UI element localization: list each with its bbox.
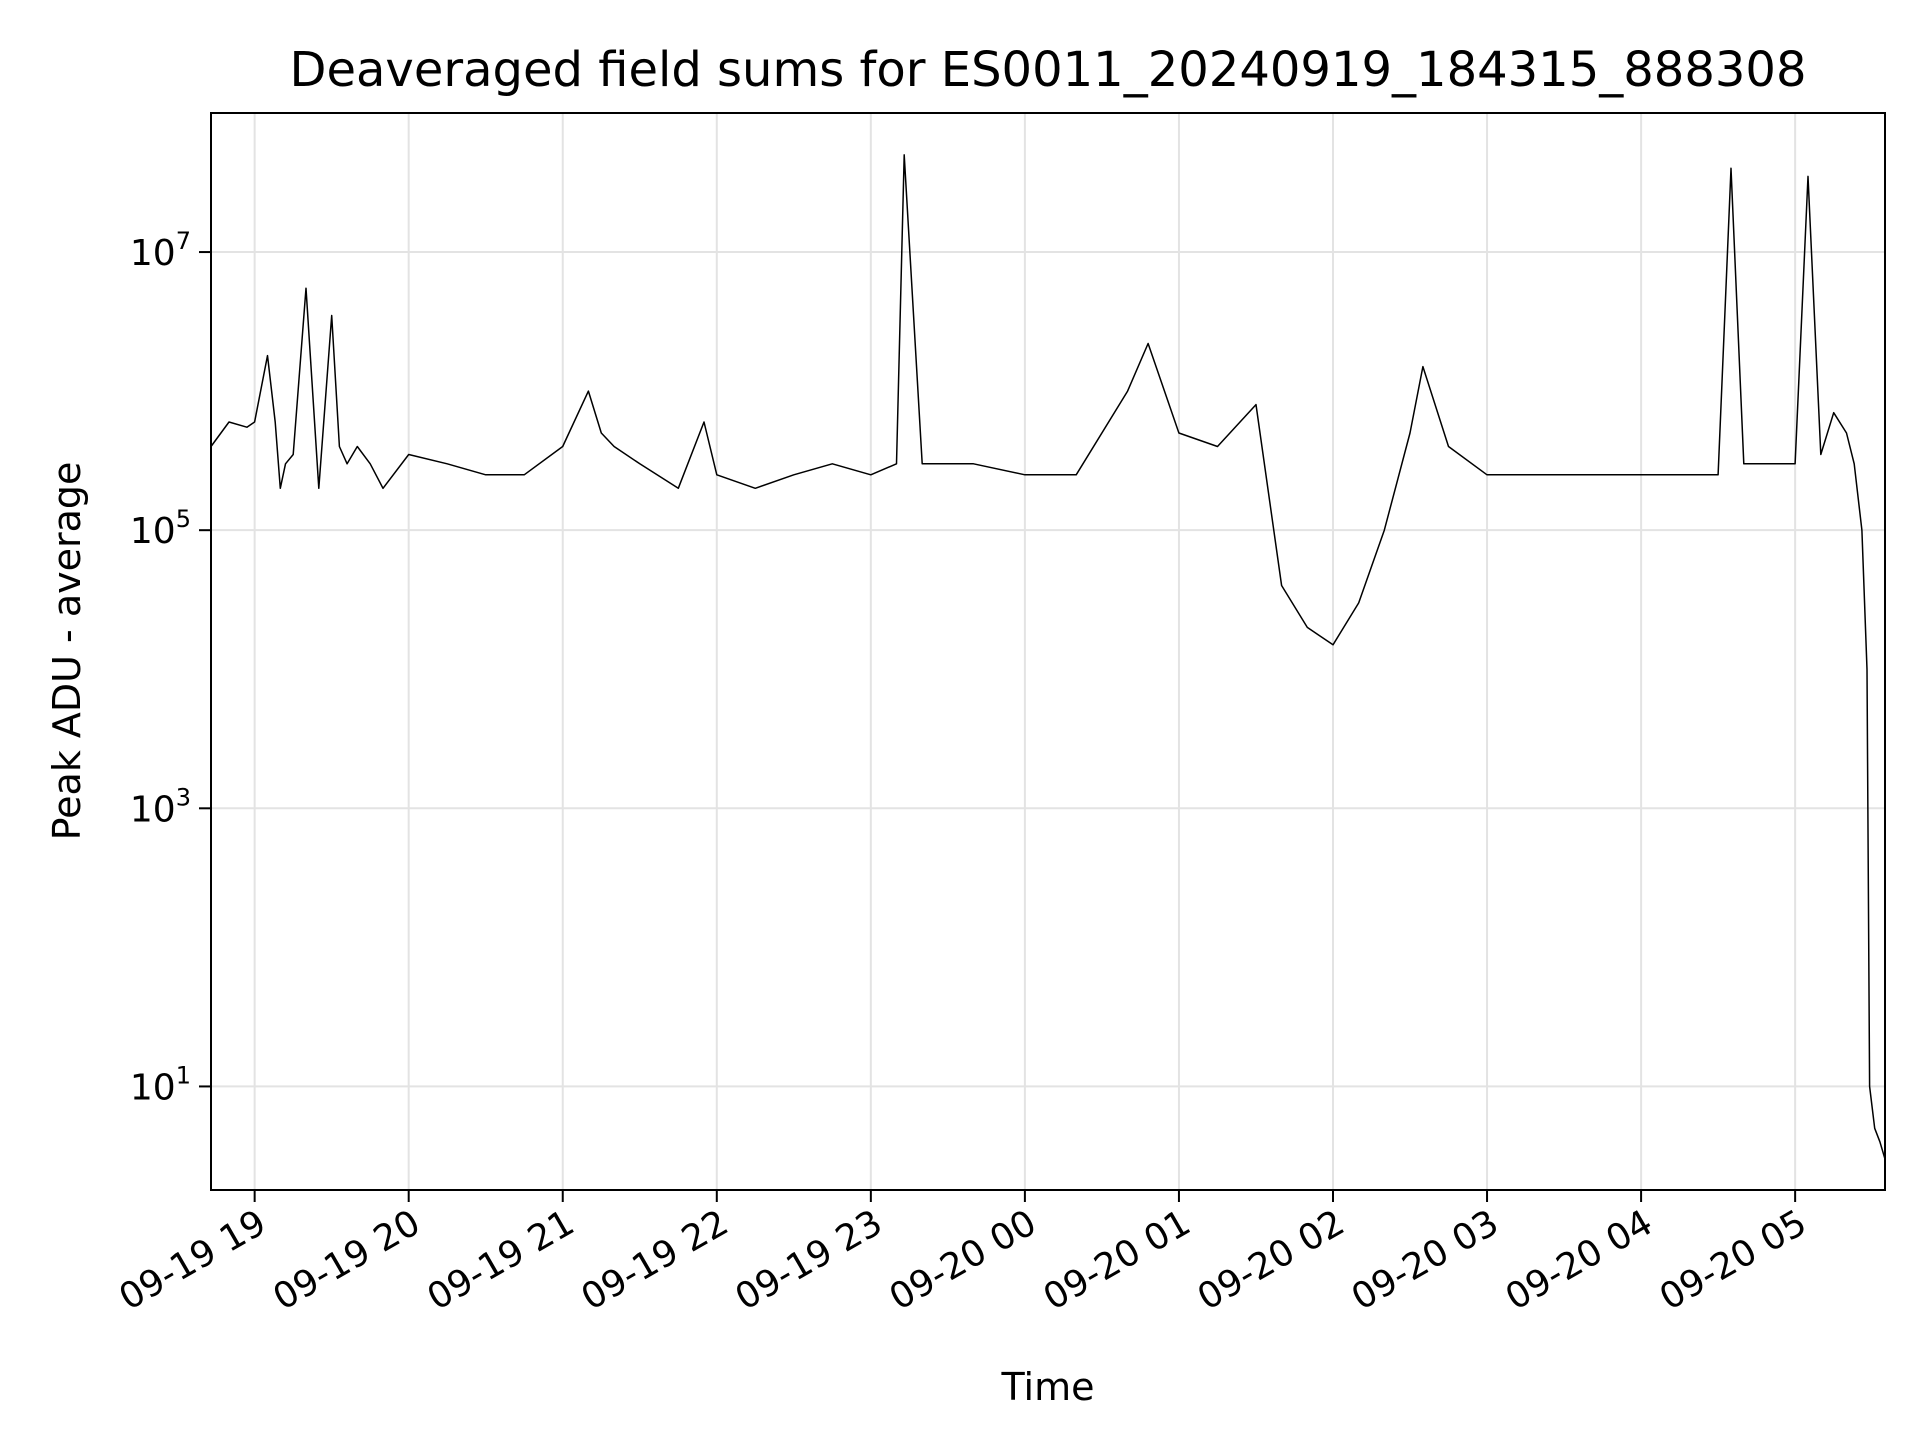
y-axis-label: Peak ADU - average	[45, 462, 89, 841]
y-tick-label: 103	[130, 783, 191, 830]
plot-frame	[210, 112, 1886, 1191]
y-tick-label: 101	[130, 1061, 191, 1108]
y-axis: 101 103 105 107	[130, 227, 211, 1108]
grid	[211, 113, 1885, 1190]
data-line	[210, 154, 1886, 1160]
y-tick-label: 107	[130, 227, 191, 274]
y-tick-label: 105	[130, 505, 191, 552]
x-axis-label: Time	[1001, 1365, 1095, 1409]
chart-title: Deaveraged field sums for ES0011_2024091…	[290, 42, 1807, 98]
